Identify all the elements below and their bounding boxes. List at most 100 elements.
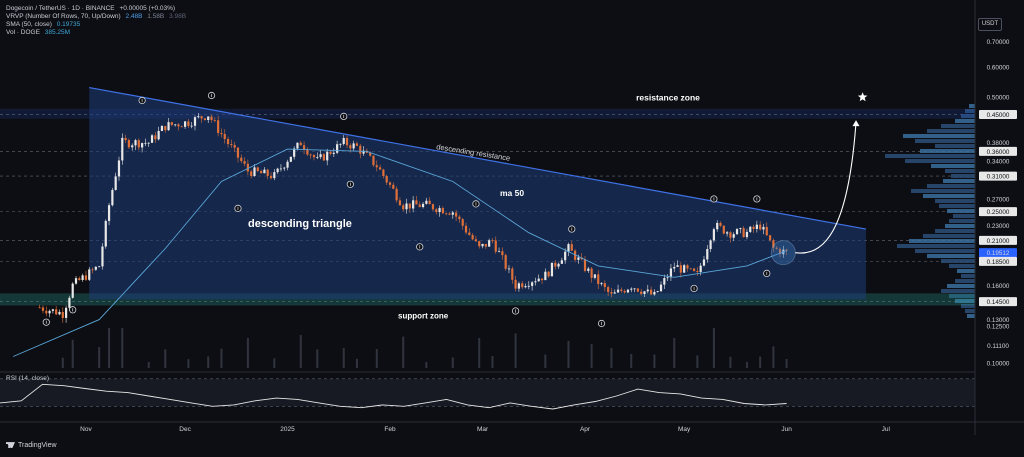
candle-body <box>630 288 633 290</box>
profile-bar <box>955 299 975 303</box>
candle-body <box>170 122 173 125</box>
volume-bar <box>187 359 190 368</box>
candle-body <box>183 121 187 127</box>
candle-body <box>131 145 134 148</box>
candle-body <box>405 203 408 210</box>
candle-body <box>464 225 468 233</box>
currency-selector[interactable]: USDT <box>978 18 1002 31</box>
profile-bar <box>967 314 975 318</box>
candle-body <box>71 283 74 298</box>
candle-body <box>61 311 64 318</box>
candle-body <box>392 184 395 189</box>
support-zone-label: support zone <box>398 311 449 320</box>
candle-body <box>58 311 61 315</box>
profile-bar <box>949 294 975 298</box>
sma50-line <box>13 148 787 357</box>
candle-body <box>653 291 656 295</box>
profile-bar <box>941 124 975 128</box>
candle-body <box>345 137 349 146</box>
candle-body <box>98 266 101 268</box>
candle-body <box>626 289 630 293</box>
time-tick-label: Feb <box>384 426 396 433</box>
profile-bar <box>941 259 975 263</box>
profile-bar <box>961 274 975 278</box>
price-tick-label: 0.50000 <box>987 95 1010 102</box>
candle-body <box>174 124 177 126</box>
profile-bar <box>911 189 975 193</box>
volume-bar <box>567 340 570 368</box>
candle-body <box>435 209 438 213</box>
candle-body <box>570 244 573 251</box>
candle-body <box>471 235 474 240</box>
candle-body <box>683 265 686 273</box>
candle-body <box>673 266 676 269</box>
vrvp-value-3: 3.98B <box>169 13 187 20</box>
candle-body <box>339 143 342 145</box>
price-tick-label: 0.11100 <box>987 343 1009 350</box>
profile-bar <box>965 109 975 113</box>
candle-body <box>478 241 481 247</box>
candle-body <box>154 135 157 140</box>
volume-bar <box>712 328 715 368</box>
candle-body <box>299 142 302 146</box>
candle-body <box>583 259 587 271</box>
candle-body <box>372 155 375 166</box>
candle-body <box>359 145 362 154</box>
pivot-markers <box>42 91 771 328</box>
candle-body <box>778 248 782 255</box>
time-tick-label: May <box>678 426 691 433</box>
candle-body <box>127 140 130 148</box>
candle-body <box>461 219 464 226</box>
profile-bar <box>905 159 975 163</box>
volume-profile <box>885 104 975 318</box>
candle-body <box>293 148 296 157</box>
candle-body <box>45 310 48 314</box>
volume-bar <box>610 347 613 368</box>
volume-bar <box>653 354 656 368</box>
candle-body <box>207 116 210 120</box>
candle-body <box>193 117 197 126</box>
candle-body <box>369 152 372 156</box>
candle-body <box>501 251 504 256</box>
candle-body <box>88 269 91 280</box>
candle-body <box>775 247 778 249</box>
rsi-pane: 80.0040.00RSI (14, close) <box>0 371 1007 411</box>
candle-body <box>197 116 200 118</box>
candle-body <box>636 288 639 292</box>
candle-body <box>759 224 762 230</box>
candle-body <box>177 124 180 127</box>
volume-bar <box>759 356 762 368</box>
candle-body <box>547 271 550 277</box>
price-tick-label: 0.13000 <box>987 317 1010 324</box>
candle-body <box>689 268 692 270</box>
candle-body <box>679 265 682 273</box>
candle-body <box>84 275 88 280</box>
candle-body <box>144 142 147 144</box>
candle-body <box>190 125 193 127</box>
price-tick-label: 0.23000 <box>987 223 1010 230</box>
price-tick-label: 0.36000 <box>987 149 1010 156</box>
time-tick-label: 2025 <box>280 426 295 433</box>
profile-bar <box>957 269 975 273</box>
candle-body <box>484 243 487 247</box>
candle-body <box>415 200 418 205</box>
price-tick-label: 0.16000 <box>987 283 1010 290</box>
descending-resistance-line <box>89 86 867 230</box>
candle-body <box>445 213 448 215</box>
profile-bar <box>951 174 975 178</box>
candle-body <box>458 216 461 220</box>
candle-body <box>48 310 51 314</box>
sma-line <box>13 148 787 357</box>
candle-body <box>719 222 722 226</box>
candle-body <box>253 167 256 177</box>
candle-body <box>240 157 243 162</box>
volume-bar <box>402 336 405 368</box>
profile-bar <box>947 284 975 288</box>
candle-body <box>481 243 484 247</box>
candle-body <box>395 188 398 201</box>
candle-body <box>739 228 742 230</box>
candle-body <box>752 226 755 229</box>
volume-bar <box>342 347 345 368</box>
profile-bar <box>965 309 975 313</box>
